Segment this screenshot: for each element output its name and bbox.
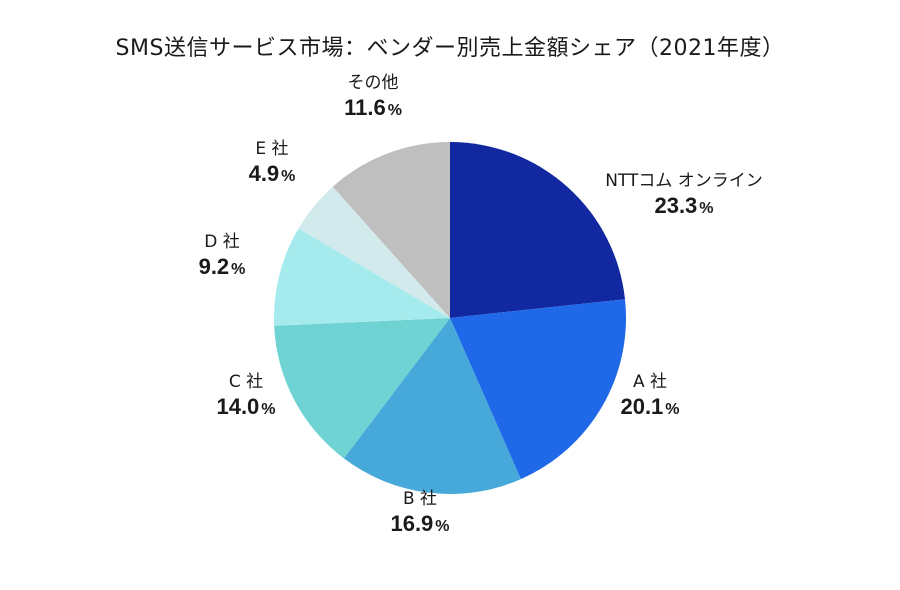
slice-name: B 社 bbox=[402, 489, 438, 509]
pie-slice bbox=[450, 299, 627, 480]
slice-percent: 16.9% bbox=[390, 511, 450, 536]
slice-name: A 社 bbox=[632, 372, 668, 392]
pie-slice bbox=[450, 142, 625, 318]
slice-label: B 社 16.9% bbox=[390, 488, 449, 541]
slice-percent: 14.0% bbox=[216, 394, 276, 419]
slice-name: C 社 bbox=[228, 372, 264, 392]
slice-percent: 9.2% bbox=[198, 254, 246, 279]
slice-name: E 社 bbox=[255, 139, 289, 159]
slice-label: D 社 9.2% bbox=[199, 231, 246, 284]
pie-slice bbox=[343, 318, 521, 494]
slice-label: C 社 14.0% bbox=[216, 371, 275, 424]
slice-name: D 社 bbox=[204, 232, 240, 252]
slice-percent: 11.6% bbox=[344, 95, 402, 120]
chart-title: SMS送信サービス市場：ベンダー別売上金額シェア（2021年度） bbox=[115, 36, 785, 61]
slice-percent: 23.3% bbox=[654, 193, 714, 218]
slice-percent: 20.1% bbox=[620, 394, 680, 419]
slice-name: その他 bbox=[347, 73, 399, 93]
pie-slice bbox=[273, 228, 450, 326]
slice-percent: 4.9% bbox=[248, 161, 296, 186]
pie-slice bbox=[298, 186, 450, 318]
slice-label: その他 11.6% bbox=[344, 72, 402, 125]
pie-slice bbox=[332, 141, 450, 318]
slice-label: E 社 4.9% bbox=[249, 138, 296, 191]
slice-label: A 社 20.1% bbox=[620, 371, 679, 424]
slice-label: NTTコム オンライン 23.3% bbox=[605, 170, 763, 223]
pie-slice bbox=[274, 318, 450, 459]
slice-name: NTTコム オンライン bbox=[605, 171, 763, 191]
